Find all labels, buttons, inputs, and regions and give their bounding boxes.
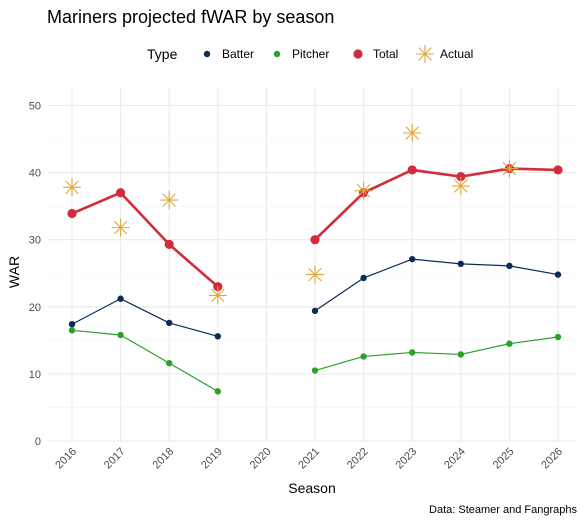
- batter-point: [311, 307, 319, 315]
- actual-point: [403, 124, 422, 143]
- caption: Data: Steamer and Fangraphs: [429, 504, 577, 516]
- grid: [48, 88, 577, 442]
- legend-key-batter: [203, 50, 211, 58]
- y-tick-label: 50: [29, 101, 41, 113]
- pitcher-point: [68, 327, 76, 334]
- legend: Type Batter Pitcher Total Actual: [147, 45, 473, 63]
- batter-point: [554, 271, 562, 278]
- pitcher-point: [166, 359, 173, 367]
- legend-label-actual: Actual: [440, 47, 473, 61]
- pitcher-point: [409, 349, 416, 356]
- pitcher-point: [117, 331, 124, 339]
- pitcher-line: [71, 329, 219, 392]
- legend-key-actual: [416, 45, 434, 63]
- x-tick-label: 2018: [151, 446, 177, 472]
- batter-line: [71, 298, 219, 337]
- legend-item-actual: Actual: [416, 45, 473, 63]
- batter-point: [506, 262, 513, 270]
- batter-line: [314, 258, 559, 312]
- actual-point: [63, 178, 81, 197]
- total-line: [313, 167, 560, 241]
- x-tick-label: 2019: [199, 446, 225, 472]
- x-tick-label: 2024: [442, 446, 468, 472]
- y-tick-label: 20: [29, 302, 41, 314]
- y-tick-label: 10: [29, 369, 41, 381]
- legend-item-total: Total: [353, 47, 398, 61]
- actual-point: [451, 177, 470, 196]
- series-pitcher: [68, 327, 562, 395]
- pitcher-point: [360, 353, 367, 360]
- series-batter: [68, 255, 562, 340]
- legend-key-total: [353, 49, 363, 59]
- legend-label-pitcher: Pitcher: [292, 47, 329, 61]
- batter-point: [360, 274, 367, 282]
- legend-item-pitcher: Pitcher: [273, 47, 329, 61]
- y-tick-label: 0: [35, 436, 41, 448]
- x-tick-label: 2025: [491, 446, 517, 472]
- series-layer: [63, 124, 563, 395]
- batter-point: [409, 255, 416, 263]
- legend-key-pitcher: [273, 50, 281, 58]
- x-tick-label: 2023: [394, 446, 420, 472]
- batter-point: [214, 333, 221, 340]
- batter-point: [117, 295, 124, 302]
- x-axis: 2016 2017 2018 2019 2020 2021 2022 2023 2024 2025…: [53, 446, 565, 472]
- x-tick-label: 2021: [296, 446, 322, 472]
- total-point: [407, 165, 417, 175]
- pitcher-line: [314, 336, 559, 372]
- pitcher-point: [554, 333, 562, 341]
- total-point: [67, 208, 77, 219]
- actual-point: [111, 218, 130, 237]
- total-point: [456, 172, 466, 182]
- plot-area: 0 10 20 30 40 50 2016 2017 2018 2019 2020 2021 2022…: [29, 88, 577, 471]
- pitcher-point: [214, 388, 221, 395]
- y-tick-label: 40: [29, 168, 41, 180]
- x-tick-label: 2016: [53, 446, 79, 472]
- actual-point: [354, 181, 373, 200]
- actual-point: [306, 265, 324, 284]
- pitcher-point: [311, 367, 319, 374]
- legend-item-batter: Batter: [203, 47, 254, 61]
- x-tick-label: 2020: [248, 446, 274, 472]
- series-actual: [63, 124, 519, 305]
- actual-point: [208, 286, 227, 305]
- batter-point: [166, 319, 173, 327]
- y-axis-title: WAR: [6, 256, 22, 288]
- legend-title: Type: [147, 46, 178, 62]
- y-axis: 0 10 20 30 40 50: [29, 101, 41, 449]
- x-axis-title: Season: [288, 480, 335, 496]
- pitcher-point: [506, 340, 513, 347]
- total-point: [310, 235, 320, 245]
- legend-label-total: Total: [373, 47, 398, 61]
- total-point: [116, 188, 126, 198]
- total-point: [553, 165, 563, 175]
- y-tick-label: 30: [29, 235, 41, 247]
- total-point: [164, 239, 174, 249]
- actual-point: [500, 159, 519, 178]
- batter-point: [68, 321, 76, 328]
- x-tick-label: 2017: [102, 446, 128, 472]
- pitcher-point: [457, 351, 464, 358]
- x-tick-label: 2022: [345, 446, 371, 472]
- total-line: [70, 191, 220, 288]
- legend-label-batter: Batter: [222, 47, 254, 61]
- x-tick-label: 2026: [539, 446, 565, 472]
- actual-point: [160, 191, 179, 210]
- chart-title: Mariners projected fWAR by season: [47, 7, 334, 27]
- batter-point: [457, 260, 464, 268]
